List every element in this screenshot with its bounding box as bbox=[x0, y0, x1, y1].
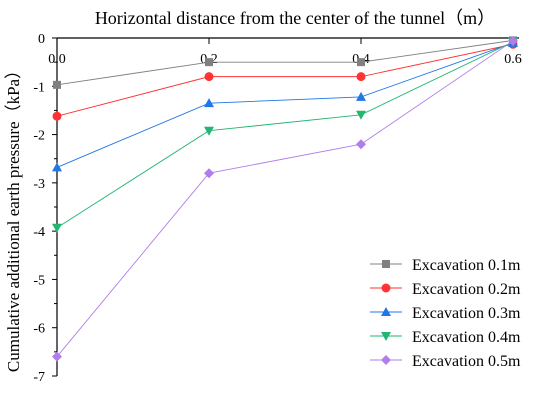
legend-label: Excavation 0.1m bbox=[412, 257, 521, 274]
series-1 bbox=[53, 36, 517, 89]
data-point bbox=[52, 351, 62, 362]
legend-label: Excavation 0.4m bbox=[412, 329, 521, 346]
data-point bbox=[381, 332, 391, 341]
data-point bbox=[204, 98, 214, 108]
y-tick-label: -1 bbox=[33, 80, 45, 95]
data-point bbox=[204, 168, 214, 179]
y-tick-label: -4 bbox=[33, 225, 45, 240]
series-line bbox=[56, 41, 514, 229]
y-tick-label: -7 bbox=[33, 370, 45, 385]
x-tick-label: 0.6 bbox=[504, 52, 522, 67]
data-point bbox=[356, 91, 366, 101]
data-point bbox=[356, 139, 366, 150]
data-point bbox=[381, 283, 391, 293]
legend: Excavation 0.1m Excavation 0.2m Excavation… bbox=[370, 257, 521, 370]
chart-title: Horizontal distance from the center of t… bbox=[95, 8, 495, 28]
y-tick-label: -6 bbox=[33, 322, 45, 337]
data-point bbox=[382, 260, 390, 268]
data-point bbox=[204, 72, 214, 82]
legend-item-4: Excavation 0.4m bbox=[370, 329, 521, 346]
y-axis-label: Cumulative additional earth pressure（kPa… bbox=[4, 62, 23, 372]
data-point bbox=[356, 72, 366, 82]
series-line bbox=[56, 42, 514, 168]
series-line bbox=[56, 43, 514, 117]
series-layer bbox=[52, 35, 518, 362]
data-point bbox=[356, 110, 366, 120]
legend-item-5: Excavation 0.5m bbox=[370, 353, 521, 370]
y-tick-label: -2 bbox=[33, 129, 45, 144]
data-point bbox=[204, 126, 214, 136]
legend-label: Excavation 0.2m bbox=[412, 281, 521, 298]
data-point bbox=[52, 223, 62, 233]
data-point bbox=[52, 111, 62, 121]
data-point bbox=[381, 307, 391, 316]
legend-item-1: Excavation 0.1m bbox=[370, 257, 521, 274]
data-point bbox=[53, 80, 61, 89]
y-tick-label: -3 bbox=[33, 177, 45, 192]
series-line bbox=[56, 40, 514, 357]
y-tick-label: 0 bbox=[38, 32, 45, 47]
series-line bbox=[56, 39, 514, 86]
data-point bbox=[381, 355, 391, 365]
legend-item-3: Excavation 0.3m bbox=[370, 305, 521, 322]
data-point bbox=[205, 58, 213, 67]
x-tick-label: 0.0 bbox=[48, 52, 66, 67]
data-point bbox=[52, 162, 62, 172]
data-point bbox=[357, 58, 365, 67]
data-point bbox=[508, 35, 518, 46]
legend-item-2: Excavation 0.2m bbox=[370, 281, 521, 298]
legend-label: Excavation 0.5m bbox=[412, 353, 521, 370]
series-5 bbox=[52, 35, 518, 362]
y-tick-label: -5 bbox=[33, 273, 45, 288]
series-2 bbox=[52, 39, 518, 121]
legend-label: Excavation 0.3m bbox=[412, 305, 521, 322]
series-4 bbox=[52, 37, 518, 233]
axes: 0.00.20.40.60-1-2-3-4-5-6-7 bbox=[33, 32, 521, 385]
